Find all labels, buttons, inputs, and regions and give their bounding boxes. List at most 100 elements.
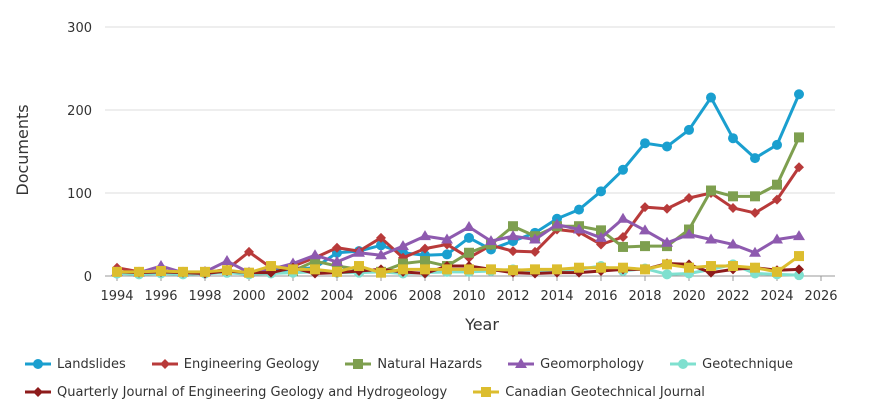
data-point <box>661 236 673 247</box>
legend-label: Quarterly Journal of Engineering Geology… <box>57 384 448 400</box>
data-point <box>508 246 518 257</box>
data-point <box>728 202 738 213</box>
legend-item[interactable]: Canadian Geotechnical Journal <box>473 385 705 400</box>
data-point <box>464 264 474 275</box>
data-point <box>463 221 475 232</box>
legend-swatch <box>473 387 500 397</box>
data-point <box>112 266 122 277</box>
data-point <box>508 265 518 276</box>
data-point <box>288 264 298 275</box>
data-point <box>684 262 694 273</box>
x-tick-label: 2004 <box>320 289 353 304</box>
data-point <box>353 359 364 369</box>
legend-swatch <box>508 358 535 368</box>
data-point <box>376 240 386 251</box>
data-point <box>750 191 760 202</box>
legend-item[interactable]: Landslides <box>25 357 126 372</box>
data-point <box>221 255 233 266</box>
data-point <box>353 246 365 257</box>
legend-label: Landslides <box>57 356 126 372</box>
x-tick-label: 2002 <box>276 289 309 304</box>
data-point <box>728 133 738 144</box>
data-point <box>794 251 804 262</box>
legend-label: Natural Hazards <box>377 356 483 372</box>
legend-label: Geotechnique <box>702 356 793 372</box>
legend-item[interactable]: Geomorphology <box>508 357 644 372</box>
data-point <box>529 233 541 244</box>
data-point <box>618 241 628 252</box>
data-point <box>596 239 606 250</box>
y-tick-label: 100 <box>67 187 92 202</box>
legend-label: Canadian Geotechnical Journal <box>505 384 705 400</box>
data-point <box>244 246 254 257</box>
data-point <box>420 264 430 275</box>
data-point <box>750 153 760 164</box>
data-point <box>573 223 585 234</box>
data-point <box>485 235 497 246</box>
legend-swatch <box>151 359 178 369</box>
data-point <box>794 270 804 281</box>
data-point <box>441 233 453 244</box>
data-point <box>551 218 563 229</box>
data-point <box>442 249 452 260</box>
data-point <box>596 225 606 236</box>
data-point <box>706 185 716 196</box>
data-point <box>398 264 408 275</box>
data-point <box>706 92 716 103</box>
data-point <box>662 269 672 280</box>
data-point <box>771 233 783 244</box>
data-point <box>749 246 761 257</box>
data-point <box>397 240 409 251</box>
data-point <box>640 264 650 275</box>
data-point <box>419 230 431 241</box>
legend-item[interactable]: Geotechnique <box>670 357 793 372</box>
y-tick-label: 300 <box>67 21 92 36</box>
data-point <box>244 267 254 278</box>
legend-item[interactable]: Engineering Geology <box>151 357 319 372</box>
data-point <box>639 224 651 235</box>
x-tick-label: 2018 <box>628 289 661 304</box>
data-point <box>481 387 492 397</box>
series-line <box>117 93 801 276</box>
data-point <box>398 258 408 269</box>
data-point <box>331 255 343 266</box>
data-point <box>376 232 386 243</box>
data-point <box>706 261 716 272</box>
data-point <box>705 233 717 244</box>
data-point <box>552 264 562 275</box>
x-tick-label: 1998 <box>188 289 221 304</box>
data-point <box>507 230 519 241</box>
legend-item[interactable]: Natural Hazards <box>345 357 482 372</box>
data-point <box>794 132 804 143</box>
data-point <box>794 89 804 100</box>
x-tick-label: 2010 <box>452 289 485 304</box>
data-point <box>684 124 694 135</box>
data-point <box>222 265 232 276</box>
legend-swatch <box>25 359 51 369</box>
data-point <box>486 264 496 275</box>
x-tick-label: 1994 <box>100 289 133 304</box>
legend-item[interactable]: Quarterly Journal of Engineering Geology… <box>25 385 447 400</box>
x-tick-label: 2026 <box>804 289 837 304</box>
data-point <box>574 262 584 273</box>
data-point <box>508 221 518 232</box>
data-point <box>464 232 474 243</box>
legend-swatch <box>25 387 51 397</box>
data-point <box>310 256 320 267</box>
data-point <box>662 141 672 152</box>
line-chart: 0 100 200 300 1994 1996 1998 2000 2002 2004 2006 20… <box>13 21 838 334</box>
x-axis-label: Year <box>464 315 499 334</box>
y-tick-label: 200 <box>67 104 92 119</box>
legend: Landslides Engineering Geology Natural Haz… <box>25 350 865 406</box>
data-point <box>772 194 782 205</box>
data-point <box>618 164 628 175</box>
data-point <box>684 192 694 203</box>
data-point <box>530 264 540 275</box>
legend-swatch <box>670 359 697 369</box>
data-point <box>464 247 474 258</box>
series-line <box>292 136 801 274</box>
x-tick-label: 1996 <box>144 289 177 304</box>
data-point <box>728 191 738 202</box>
data-point <box>354 261 364 272</box>
